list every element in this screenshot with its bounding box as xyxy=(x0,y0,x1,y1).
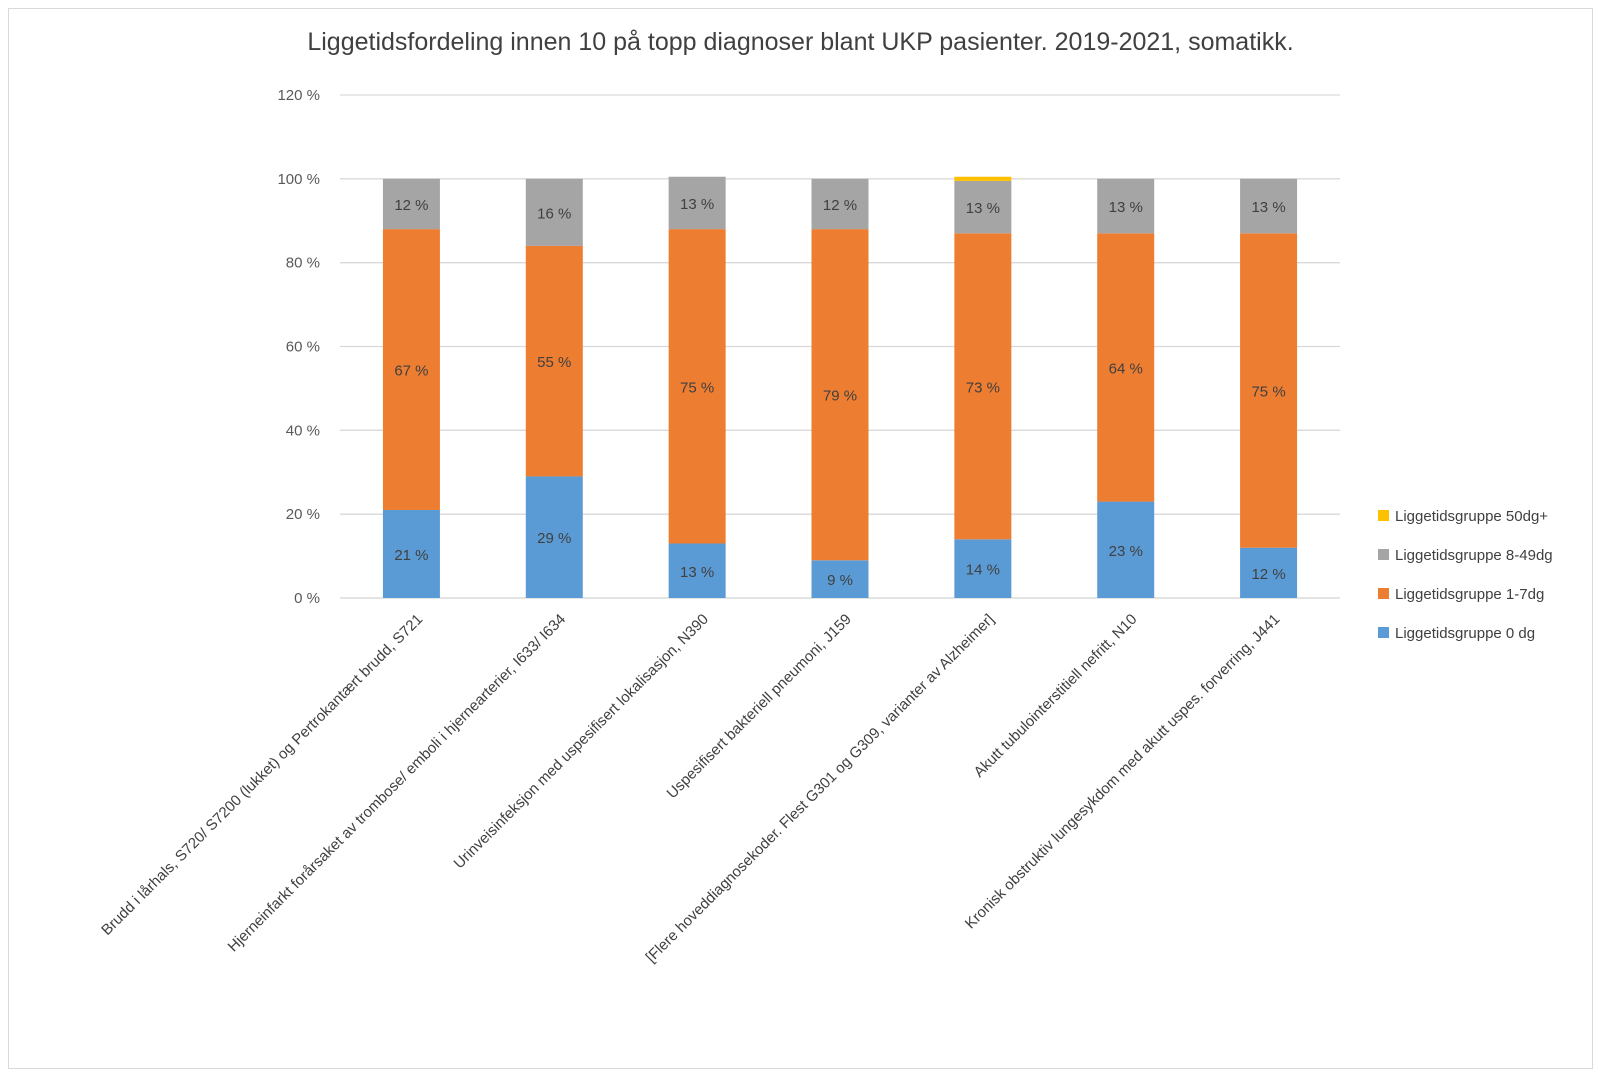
y-tick-label: 120 % xyxy=(277,87,320,104)
bar-segment xyxy=(668,543,726,598)
y-tick-label: 0 % xyxy=(294,590,320,607)
bar-segment xyxy=(811,229,869,561)
legend: Liggetidsgruppe 50dg+ Liggetidsgruppe 8-4… xyxy=(1378,508,1553,642)
data-label: 64 % xyxy=(1109,360,1143,377)
bar-segment xyxy=(1097,233,1155,502)
legend-swatch xyxy=(1378,627,1389,638)
y-axis-ticks: 0 % 20 % 40 % 60 % 80 % 100 % 120 % xyxy=(277,87,320,607)
data-label: 13 % xyxy=(680,196,714,213)
data-label: 75 % xyxy=(680,379,714,396)
y-tick-label: 60 % xyxy=(286,339,320,356)
data-label: 29 % xyxy=(537,530,571,547)
bar-segment xyxy=(382,229,440,510)
x-category-label: Urinveisinfeksjon med uspesifisert lokal… xyxy=(451,611,712,872)
data-label: 13 % xyxy=(1109,199,1143,216)
chart-title: Liggetidsfordeling innen 10 på topp diag… xyxy=(307,28,1294,56)
bar-segment xyxy=(1097,501,1155,598)
bar-segment xyxy=(1240,547,1298,598)
chart-frame xyxy=(8,8,1593,1069)
data-label: 79 % xyxy=(823,388,857,405)
x-category-label: Hjerneinfarkt forårsaket av trombose/ em… xyxy=(225,611,570,956)
bar-segment xyxy=(525,476,583,598)
y-tick-label: 40 % xyxy=(286,422,320,439)
bar-segment xyxy=(1240,178,1298,234)
data-label: 13 % xyxy=(680,564,714,581)
bar-segment xyxy=(954,176,1012,181)
data-label: 12 % xyxy=(1251,566,1285,583)
data-label: 12 % xyxy=(823,197,857,214)
data-label: 16 % xyxy=(537,205,571,222)
x-axis-category-labels: Brudd i lårhals, S720/ S7200 (lukket) og… xyxy=(98,611,1283,966)
data-label: 75 % xyxy=(1251,384,1285,401)
legend-swatch xyxy=(1378,549,1389,560)
y-tick-label: 100 % xyxy=(277,171,320,188)
data-label: 13 % xyxy=(1251,199,1285,216)
bar-segment xyxy=(382,178,440,230)
legend-swatch xyxy=(1378,588,1389,599)
data-label: 14 % xyxy=(966,562,1000,579)
legend-swatch xyxy=(1378,510,1389,521)
x-category-label: Brudd i lårhals, S720/ S7200 (lukket) og… xyxy=(98,611,426,939)
y-tick-label: 20 % xyxy=(286,506,320,523)
data-label: 13 % xyxy=(966,200,1000,217)
bar-segment xyxy=(525,245,583,477)
bars xyxy=(382,176,1298,598)
x-category-label: [Flere hoveddiagnosekoder. Flest G301 og… xyxy=(643,611,998,966)
legend-entry: Liggetidsgruppe 8-49dg xyxy=(1395,547,1553,564)
legend-entry: Liggetidsgruppe 50dg+ xyxy=(1395,508,1548,525)
bar-segment xyxy=(811,560,869,598)
bar-segment xyxy=(668,229,726,544)
bar-segment xyxy=(811,178,869,230)
data-label: 23 % xyxy=(1109,543,1143,560)
data-label: 67 % xyxy=(394,363,428,380)
x-category-label: Kronisk obstruktiv lungesykdom med akutt… xyxy=(962,611,1284,933)
bar-segment xyxy=(1240,233,1298,548)
legend-entry: Liggetidsgruppe 1-7dg xyxy=(1395,586,1544,603)
bar-segment xyxy=(954,180,1012,234)
x-category-label: Akutt tubulointerstitiell nefritt, N10 xyxy=(971,611,1141,781)
bar-segment xyxy=(1097,178,1155,234)
bar-segment xyxy=(668,176,726,230)
bar-segment xyxy=(525,178,583,246)
data-label: 12 % xyxy=(394,197,428,214)
data-label: 21 % xyxy=(394,547,428,564)
y-tick-label: 80 % xyxy=(286,255,320,272)
data-labels: 21 % 67 % 12 % 29 % 55 % 16 % 13 % 75 % 13 % 9 % 7… xyxy=(394,196,1285,589)
bar-segment xyxy=(382,509,440,598)
data-label: 55 % xyxy=(537,354,571,371)
data-label: 73 % xyxy=(966,379,1000,396)
data-label: 9 % xyxy=(827,572,853,589)
legend-entry: Liggetidsgruppe 0 dg xyxy=(1395,625,1535,642)
bar-segment xyxy=(954,539,1012,598)
bar-segment xyxy=(954,233,1012,540)
